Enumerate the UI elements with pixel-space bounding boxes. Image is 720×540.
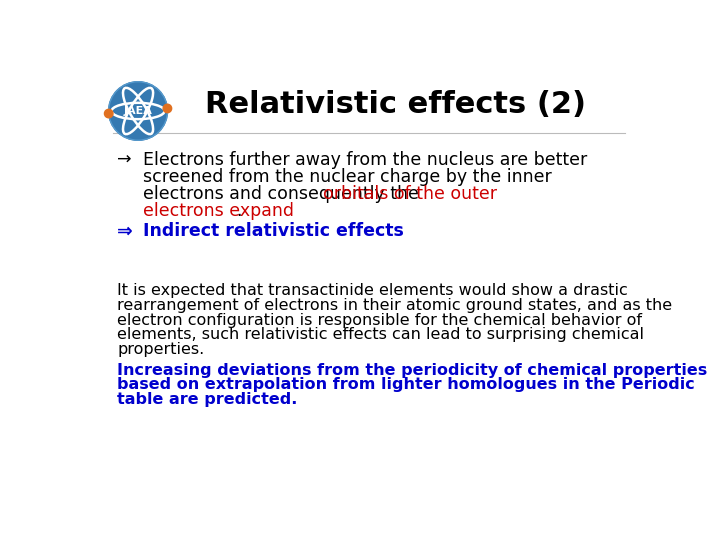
Text: →: → (117, 151, 132, 169)
Circle shape (109, 82, 168, 140)
Text: screened from the nuclear charge by the inner: screened from the nuclear charge by the … (143, 168, 552, 186)
Text: It is expected that transactinide elements would show a drastic: It is expected that transactinide elemen… (117, 284, 628, 299)
Text: JAEA: JAEA (124, 106, 153, 116)
Text: properties.: properties. (117, 342, 204, 357)
Text: elements, such relativistic effects can lead to surprising chemical: elements, such relativistic effects can … (117, 327, 644, 342)
Text: orbitals of the outer: orbitals of the outer (323, 185, 497, 203)
Text: electrons and consequently the: electrons and consequently the (143, 185, 424, 203)
Circle shape (104, 109, 113, 118)
Text: based on extrapolation from lighter homologues in the Periodic: based on extrapolation from lighter homo… (117, 377, 695, 393)
Circle shape (163, 104, 171, 113)
Text: Indirect relativistic effects: Indirect relativistic effects (143, 222, 404, 240)
Text: .: . (235, 202, 241, 220)
Text: rearrangement of electrons in their atomic ground states, and as the: rearrangement of electrons in their atom… (117, 298, 672, 313)
Text: Increasing deviations from the periodicity of chemical properties: Increasing deviations from the periodici… (117, 363, 707, 378)
Text: ⇒: ⇒ (117, 222, 133, 241)
Text: electron configuration is responsible for the chemical behavior of: electron configuration is responsible fo… (117, 313, 642, 328)
Text: table are predicted.: table are predicted. (117, 392, 297, 407)
Text: Relativistic effects (2): Relativistic effects (2) (204, 90, 585, 119)
Text: electrons expand: electrons expand (143, 202, 294, 220)
Text: Electrons further away from the nucleus are better: Electrons further away from the nucleus … (143, 151, 587, 169)
